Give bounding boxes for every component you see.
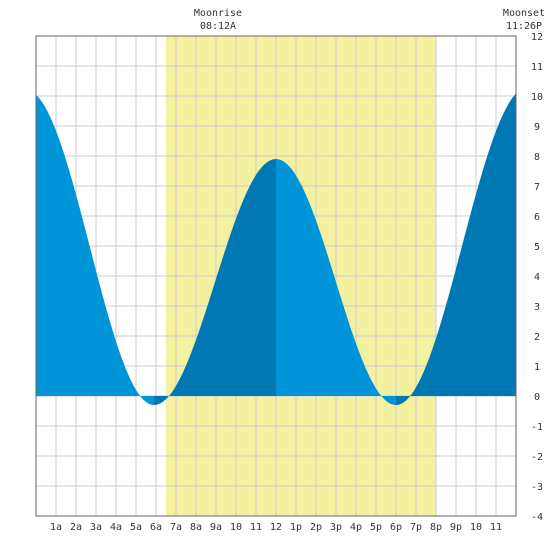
y-tick-label: 0 — [534, 392, 540, 403]
plot-border — [35, 35, 517, 517]
y-tick-label: 5 — [534, 242, 540, 253]
x-tick-label: 2a — [70, 522, 82, 533]
moonrise-time: 08:12A — [200, 21, 236, 32]
x-tick-label: 4p — [350, 522, 362, 533]
y-tick-label: -1 — [531, 422, 543, 433]
x-tick-label: 9p — [450, 522, 462, 533]
tide-area-falling — [36, 94, 154, 405]
tide-area-falling — [276, 159, 396, 405]
x-tick-label: 8p — [430, 522, 442, 533]
x-tick-label: 7a — [170, 522, 182, 533]
x-tick-label: 3p — [330, 522, 342, 533]
moonset-label: Moonset — [503, 8, 545, 19]
x-tick-label: 6p — [390, 522, 402, 533]
y-tick-label: 7 — [534, 182, 540, 193]
y-tick-label: -2 — [531, 452, 543, 463]
x-tick-label: 10 — [230, 522, 242, 533]
moonset-time: 11:26P — [506, 21, 542, 32]
y-tick-label: 9 — [534, 122, 540, 133]
tide-area-rising — [396, 93, 516, 405]
x-tick-label: 5p — [370, 522, 382, 533]
moonrise-label: Moonrise — [194, 8, 242, 19]
y-tick-label: 12 — [531, 32, 543, 43]
tide-area-rising — [154, 159, 276, 405]
x-tick-label: 5a — [130, 522, 142, 533]
y-tick-label: 2 — [534, 332, 540, 343]
x-tick-label: 7p — [410, 522, 422, 533]
y-tick-label: 6 — [534, 212, 540, 223]
y-tick-label: 3 — [534, 302, 540, 313]
x-tick-label: 11 — [250, 522, 262, 533]
x-tick-label: 11 — [490, 522, 502, 533]
y-tick-label: 11 — [531, 62, 543, 73]
x-tick-label: 1a — [50, 522, 62, 533]
x-tick-label: 10 — [470, 522, 482, 533]
y-tick-label: -3 — [531, 482, 543, 493]
x-tick-label: 12 — [270, 522, 282, 533]
x-tick-label: 1p — [290, 522, 302, 533]
y-tick-label: 8 — [534, 152, 540, 163]
y-tick-label: -4 — [531, 512, 543, 523]
x-tick-label: 3a — [90, 522, 102, 533]
y-tick-label: 4 — [534, 272, 540, 283]
x-tick-label: 9a — [210, 522, 222, 533]
y-tick-label: 1 — [534, 362, 540, 373]
x-tick-label: 6a — [150, 522, 162, 533]
x-tick-label: 8a — [190, 522, 202, 533]
y-tick-label: 10 — [531, 92, 543, 103]
x-tick-label: 4a — [110, 522, 122, 533]
x-tick-label: 2p — [310, 522, 322, 533]
